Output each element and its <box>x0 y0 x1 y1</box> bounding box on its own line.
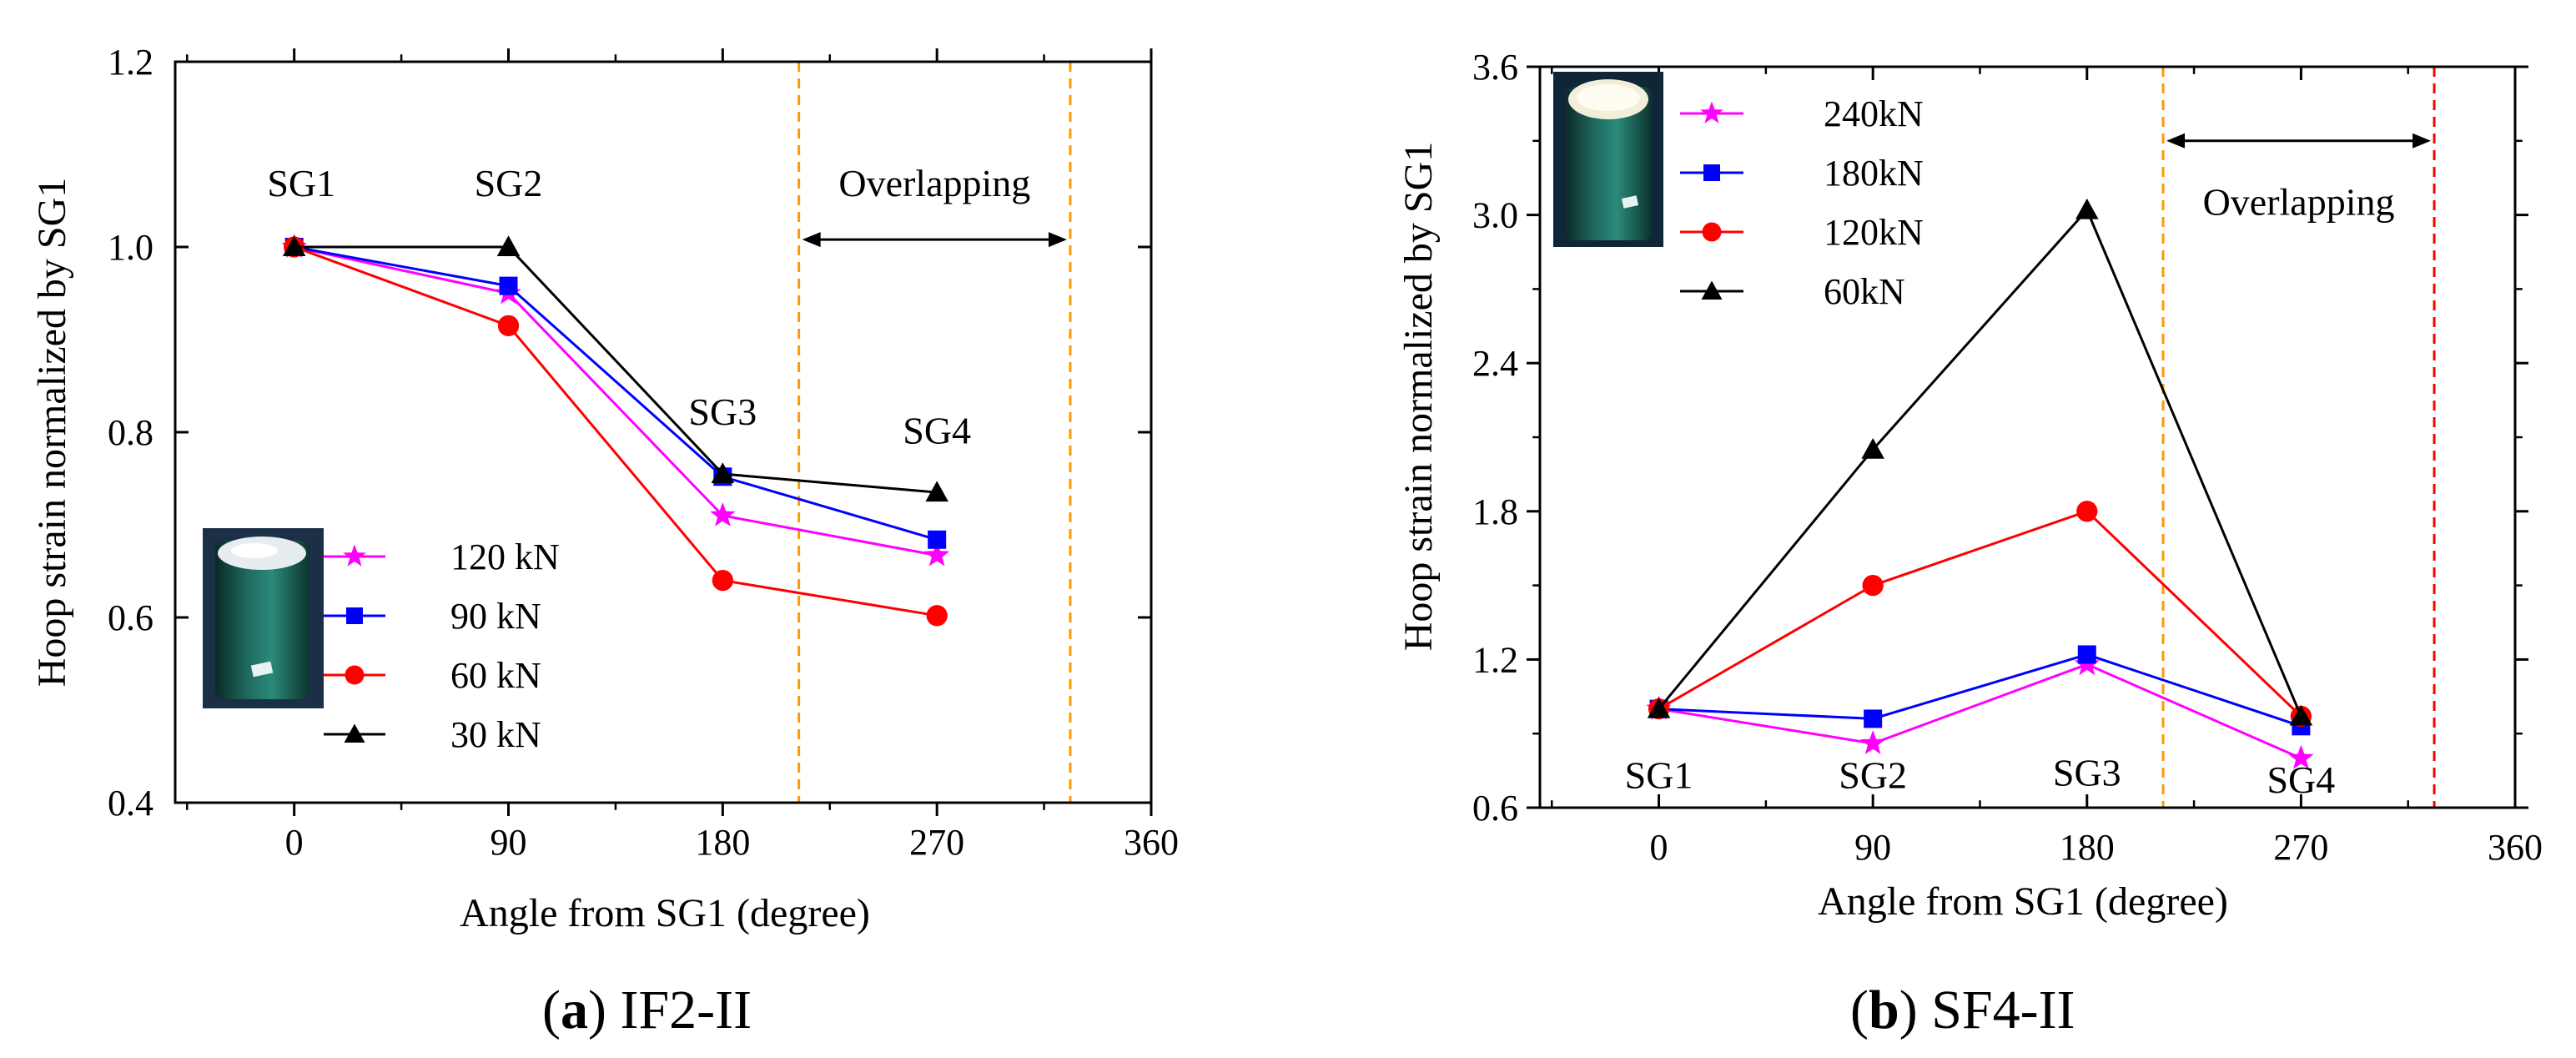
legend-label: 120kN <box>1824 212 1924 253</box>
data-point <box>1864 709 1883 728</box>
data-point <box>928 530 947 549</box>
y-tick-label: 0.6 <box>1472 788 1518 829</box>
legend-marker <box>1701 280 1723 300</box>
data-point <box>2289 704 2313 726</box>
y-axis-label: Hoop strain normalized by SG1 <box>30 178 74 688</box>
data-point <box>924 542 950 567</box>
overlap-arrowhead-left <box>802 232 821 248</box>
overlap-label: Overlapping <box>2203 181 2395 224</box>
data-point <box>1647 697 1671 718</box>
panel-a: 0 90 180 270 360 0.4 0.6 0.8 1.0 1.2 Angle from SG… <box>30 42 1179 935</box>
x-tick-label: 90 <box>1854 827 1891 868</box>
legend-label: 120 kN <box>450 537 560 577</box>
x-tick-label: 270 <box>909 822 964 863</box>
caption-b: (b) SF4-II <box>1850 980 2075 1040</box>
sg-label: SG3 <box>2053 751 2121 794</box>
overlap-arrowhead-right <box>2412 133 2432 149</box>
y-tick-label: 1.2 <box>108 42 153 83</box>
data-point <box>499 276 518 295</box>
y-tick-label: 0.4 <box>108 783 153 824</box>
y-tick-label: 1.2 <box>1472 639 1518 680</box>
legend-marker <box>344 723 365 743</box>
data-point <box>2288 744 2314 769</box>
sg-label: SG1 <box>1625 753 1693 796</box>
specimen-photo-a <box>203 528 324 708</box>
data-point <box>1860 730 1886 754</box>
legend-label: 60 kN <box>450 655 541 696</box>
series-line-120kn <box>294 245 938 557</box>
plot-frame <box>1538 65 2517 809</box>
legend-marker <box>343 544 366 567</box>
x-axis-label: Angle from SG1 (degree) <box>460 891 870 935</box>
series-line-30kn <box>294 245 938 494</box>
legend-label: 60kN <box>1824 271 1905 312</box>
legend-label: 30 kN <box>450 714 541 755</box>
data-point <box>1862 574 1884 597</box>
y-tick-label: 3.6 <box>1472 47 1518 88</box>
sg-label: SG4 <box>903 409 971 451</box>
sg-label: SG2 <box>1839 753 1907 796</box>
data-point <box>712 569 733 592</box>
series-line-180kn <box>1658 652 2302 728</box>
y-axis-label: Hoop strain normalized by SG1 <box>1396 142 1441 652</box>
x-tick-label: 0 <box>1650 827 1668 868</box>
legend: 240kN 180kN 120kN 60kN <box>1680 93 1924 312</box>
legend-marker <box>345 665 365 685</box>
x-axis-label: Angle from SG1 (degree) <box>1818 879 2228 924</box>
overlap-arrowhead-right <box>1048 232 1067 248</box>
x-tick-label: 360 <box>1124 822 1179 863</box>
sg-label: SG1 <box>267 162 335 204</box>
series-line-60kn <box>1658 207 2302 718</box>
sg-label: SG2 <box>475 162 543 204</box>
y-tick-label: 2.4 <box>1472 343 1518 384</box>
data-point <box>2076 501 2098 522</box>
data-point <box>711 462 735 483</box>
data-point <box>1861 438 1884 459</box>
overlap-label: Overlapping <box>838 162 1030 204</box>
panel-b: 0 90 180 270 360 0.6 1.2 1.8 2.4 3.0 3.6 Angle from… <box>1396 47 2543 924</box>
legend-label: 90 kN <box>450 596 541 637</box>
y-tick-label: 0.8 <box>108 412 153 453</box>
svg-text:(a) IF2-II: (a) IF2-II <box>542 980 752 1040</box>
x-tick-label: 90 <box>491 822 527 863</box>
y-tick-label: 1.8 <box>1472 491 1518 532</box>
data-point <box>925 481 948 502</box>
legend-label: 240kN <box>1824 93 1924 134</box>
x-tick-label: 0 <box>285 822 304 863</box>
x-tick-label: 360 <box>2488 827 2543 868</box>
data-point <box>496 235 521 256</box>
y-tick-label: 0.6 <box>108 597 153 638</box>
data-point <box>926 605 948 627</box>
series-line-90kn <box>294 245 938 542</box>
data-point <box>710 502 736 526</box>
data-point <box>282 235 306 256</box>
overlap-arrowhead-left <box>2166 133 2186 149</box>
data-point <box>2077 645 2096 664</box>
legend-marker <box>1702 222 1722 242</box>
caption-a: (a) IF2-II <box>542 980 752 1040</box>
x-tick-label: 270 <box>2273 827 2328 868</box>
specimen-photo-b <box>1553 72 1663 247</box>
legend: 120 kN 90 kN 60 kN 30 kN <box>324 537 560 755</box>
sg-label: SG4 <box>2267 758 2335 801</box>
data-point <box>2075 198 2099 219</box>
x-tick-label: 180 <box>695 822 750 863</box>
y-tick-label: 3.0 <box>1472 195 1518 236</box>
x-tick-label: 180 <box>2060 827 2115 868</box>
series-line-120kn <box>1658 510 2302 718</box>
legend-marker <box>1700 101 1723 123</box>
legend-marker <box>346 607 363 624</box>
sg-label: SG3 <box>688 390 757 433</box>
series-line-240kn <box>1658 663 2302 760</box>
legend-marker <box>1703 164 1720 181</box>
svg-text:(b) SF4-II: (b) SF4-II <box>1850 980 2075 1040</box>
data-point <box>497 315 520 336</box>
series-line-60kn <box>294 245 938 617</box>
legend-label: 180kN <box>1824 153 1924 194</box>
y-tick-label: 1.0 <box>108 227 153 268</box>
